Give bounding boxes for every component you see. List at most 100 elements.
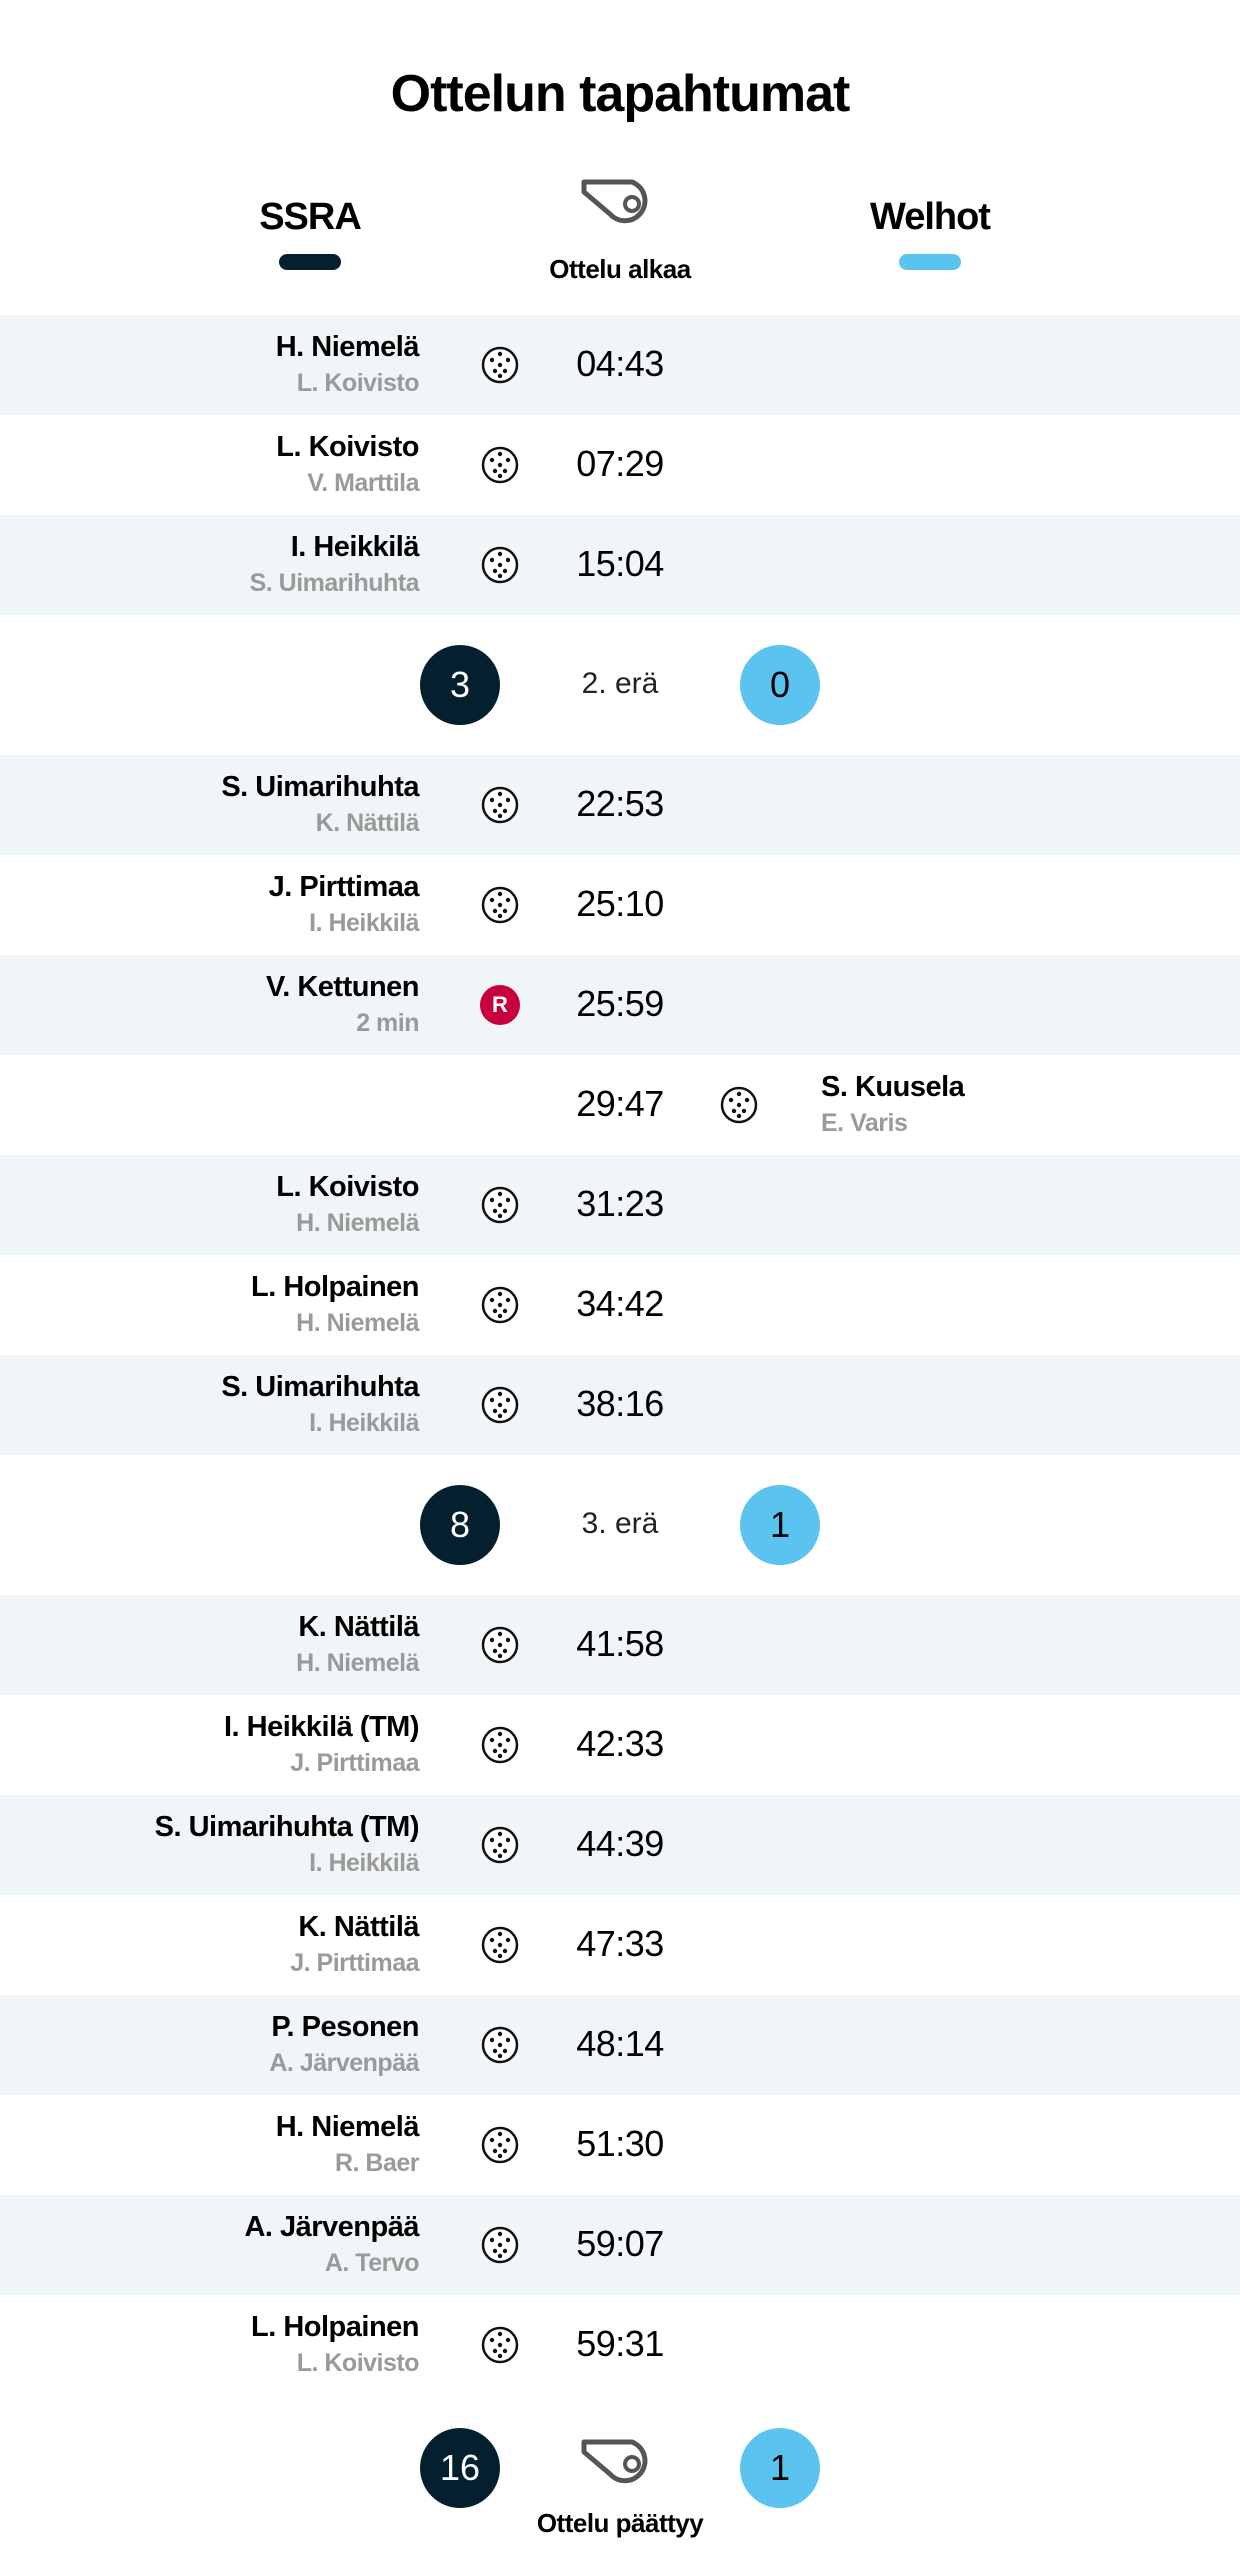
assist-name: R. Baer bbox=[334, 2149, 420, 2177]
player-name: K. Nättilä bbox=[298, 1611, 419, 1643]
event-time: 15:04 bbox=[576, 543, 664, 584]
event-time: 48:14 bbox=[576, 2023, 664, 2064]
match-start-label: Ottelu alkaa bbox=[549, 254, 691, 284]
player-name: J. Pirttimaa bbox=[268, 871, 420, 903]
goal-event-row: L. Koivisto H. Niemelä 31:23 bbox=[0, 1155, 1240, 1255]
penalty-event-row: V. Kettunen 2 min R 25:59 bbox=[0, 955, 1240, 1055]
assist-name: H. Niemelä bbox=[296, 1209, 419, 1237]
goal-event-row: S. Uimarihuhta (TM) I. Heikkilä 44:39 bbox=[0, 1795, 1240, 1895]
floorball-goal-icon bbox=[480, 2025, 520, 2065]
event-time: 38:16 bbox=[576, 1383, 664, 1424]
final-away-score: 1 bbox=[740, 2428, 820, 2508]
assist-name: S. Uimarihuhta bbox=[249, 569, 420, 597]
floorball-goal-icon bbox=[480, 445, 520, 485]
whistle-icon bbox=[581, 179, 648, 224]
floorball-goal-icon bbox=[480, 2225, 520, 2265]
event-time: 29:47 bbox=[576, 1083, 664, 1124]
event-time: 41:58 bbox=[576, 1623, 664, 1664]
assist-name: V. Marttila bbox=[307, 469, 419, 497]
player-name: L. Koivisto bbox=[276, 431, 419, 463]
goal-event-row: S. Kuusela E. Varis 29:47 bbox=[0, 1055, 1240, 1155]
player-name: I. Heikkilä bbox=[290, 531, 420, 563]
player-name: S. Uimarihuhta bbox=[221, 771, 419, 803]
player-name: A. Järvenpää bbox=[244, 2211, 419, 2243]
event-time: 47:33 bbox=[576, 1923, 664, 1964]
event-time: 59:07 bbox=[576, 2223, 664, 2264]
player-name: H. Niemelä bbox=[275, 2111, 420, 2143]
assist-name: J. Pirttimaa bbox=[290, 1949, 419, 1977]
event-time: 34:42 bbox=[576, 1283, 664, 1324]
goal-event-row: L. Holpainen L. Koivisto 59:31 bbox=[0, 2295, 1240, 2395]
event-time: 51:30 bbox=[576, 2123, 664, 2164]
player-name: V. Kettunen bbox=[266, 971, 419, 1003]
player-name: L. Koivisto bbox=[276, 1171, 419, 1203]
player-name: L. Holpainen bbox=[251, 2311, 420, 2343]
assist-name: I. Heikkilä bbox=[309, 909, 419, 937]
floorball-goal-icon bbox=[480, 2325, 520, 2365]
floorball-goal-icon bbox=[480, 545, 520, 585]
period-away-score: 1 bbox=[740, 1485, 820, 1565]
final-home-score: 16 bbox=[420, 2428, 500, 2508]
assist-name: L. Koivisto bbox=[296, 2349, 420, 2377]
home-team-color-bar bbox=[279, 254, 341, 270]
period-label: 2. erä bbox=[581, 667, 659, 700]
floorball-goal-icon bbox=[480, 2125, 520, 2165]
period-away-score: 0 bbox=[740, 645, 820, 725]
player-name: P. Pesonen bbox=[271, 2011, 419, 2043]
event-time: 42:33 bbox=[576, 1723, 664, 1764]
assist-name: A. Järvenpää bbox=[269, 2049, 419, 2077]
event-time: 07:29 bbox=[576, 443, 664, 484]
goal-event-row: K. Nättilä J. Pirttimaa 47:33 bbox=[0, 1895, 1240, 1995]
assist-name: H. Niemelä bbox=[296, 1649, 419, 1677]
assist-name: K. Nättilä bbox=[315, 809, 420, 837]
player-name: K. Nättilä bbox=[298, 1911, 419, 1943]
away-team-color-bar bbox=[899, 254, 961, 270]
goal-event-row: L. Holpainen H. Niemelä 34:42 bbox=[0, 1255, 1240, 1355]
floorball-goal-icon bbox=[480, 1725, 520, 1765]
goal-event-row: K. Nättilä H. Niemelä 41:58 bbox=[0, 1595, 1240, 1695]
home-team-name: SSRA bbox=[259, 196, 362, 238]
assist-name: I. Heikkilä bbox=[309, 1409, 419, 1437]
floorball-goal-icon bbox=[480, 1825, 520, 1865]
goal-event-row: S. Uimarihuhta I. Heikkilä 38:16 bbox=[0, 1355, 1240, 1455]
away-team-name: Welhot bbox=[870, 196, 991, 238]
assist-name: E. Varis bbox=[821, 1109, 908, 1137]
event-time: 25:10 bbox=[576, 883, 664, 924]
floorball-goal-icon bbox=[480, 1285, 520, 1325]
assist-name: A. Tervo bbox=[324, 2249, 420, 2277]
page-title: Ottelun tapahtumat bbox=[390, 65, 851, 123]
floorball-goal-icon bbox=[480, 1185, 520, 1225]
player-name: S. Kuusela bbox=[821, 1071, 965, 1103]
goal-event-row: P. Pesonen A. Järvenpää 48:14 bbox=[0, 1995, 1240, 2095]
period-home-score: 3 bbox=[420, 645, 500, 725]
goal-event-row: H. Niemelä R. Baer 51:30 bbox=[0, 2095, 1240, 2195]
floorball-goal-icon bbox=[480, 345, 520, 385]
whistle-icon bbox=[581, 2439, 648, 2484]
goal-event-row: I. Heikkilä (TM) J. Pirttimaa 42:33 bbox=[0, 1695, 1240, 1795]
floorball-goal-icon bbox=[719, 1085, 759, 1125]
floorball-goal-icon bbox=[480, 785, 520, 825]
event-time: 25:59 bbox=[576, 983, 664, 1024]
event-time: 04:43 bbox=[576, 343, 664, 384]
match-end-label: Ottelu päättyy bbox=[536, 2508, 704, 2538]
goal-event-row: A. Järvenpää A. Tervo 59:07 bbox=[0, 2195, 1240, 2295]
goal-event-row: S. Uimarihuhta K. Nättilä 22:53 bbox=[0, 755, 1240, 855]
goal-event-row: J. Pirttimaa I. Heikkilä 25:10 bbox=[0, 855, 1240, 955]
assist-name: I. Heikkilä bbox=[309, 1849, 419, 1877]
player-name: H. Niemelä bbox=[275, 331, 420, 363]
goal-event-row: L. Koivisto V. Marttila 07:29 bbox=[0, 415, 1240, 515]
period-label: 3. erä bbox=[581, 1507, 659, 1540]
event-time: 44:39 bbox=[576, 1823, 664, 1864]
event-time: 59:31 bbox=[576, 2323, 664, 2364]
period-home-score: 8 bbox=[420, 1485, 500, 1565]
assist-name: J. Pirttimaa bbox=[290, 1749, 419, 1777]
floorball-goal-icon bbox=[480, 1385, 520, 1425]
player-name: L. Holpainen bbox=[251, 1271, 420, 1303]
player-name: S. Uimarihuhta bbox=[221, 1371, 419, 1403]
floorball-goal-icon bbox=[480, 1925, 520, 1965]
goal-event-row: I. Heikkilä S. Uimarihuhta 15:04 bbox=[0, 515, 1240, 615]
event-time: 22:53 bbox=[576, 783, 664, 824]
floorball-goal-icon bbox=[480, 1625, 520, 1665]
assist-name: L. Koivisto bbox=[296, 369, 420, 397]
goal-event-row: H. Niemelä L. Koivisto 04:43 bbox=[0, 315, 1240, 415]
